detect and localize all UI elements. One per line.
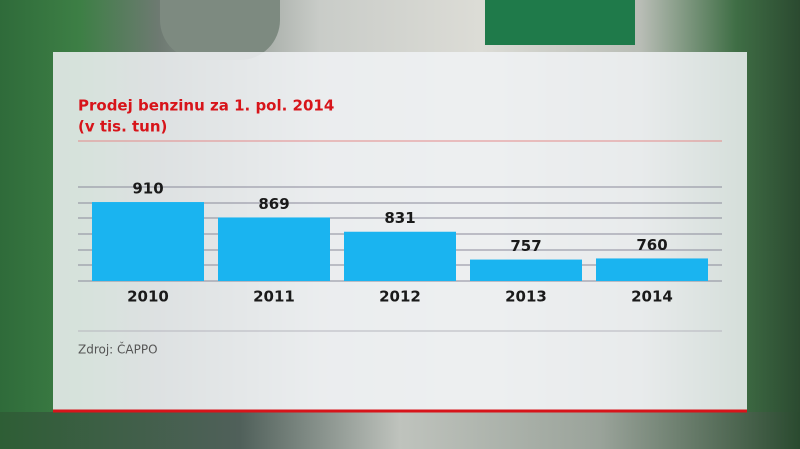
bar (470, 259, 582, 281)
bar (596, 258, 708, 281)
value-label: 831 (384, 209, 415, 227)
value-label: 757 (510, 237, 541, 255)
value-label: 869 (258, 195, 289, 213)
pump-base (0, 412, 800, 449)
x-tick-label: 2014 (631, 288, 673, 306)
chart-title: Prodej benzinu za 1. pol. 2014 (78, 97, 334, 115)
bar (92, 202, 204, 281)
x-tick-label: 2012 (379, 288, 421, 306)
pump-sign (485, 0, 635, 45)
value-label: 760 (636, 236, 667, 254)
source-note: Zdroj: ČAPPO (78, 342, 158, 357)
value-label: 910 (132, 180, 163, 198)
x-tick-label: 2011 (253, 288, 295, 306)
bar (344, 231, 456, 281)
bar (218, 217, 330, 281)
x-tick-label: 2013 (505, 288, 547, 306)
x-tick-label: 2010 (127, 288, 169, 306)
chart-subtitle: (v tis. tun) (78, 118, 167, 136)
pump-nozzle (160, 0, 280, 60)
